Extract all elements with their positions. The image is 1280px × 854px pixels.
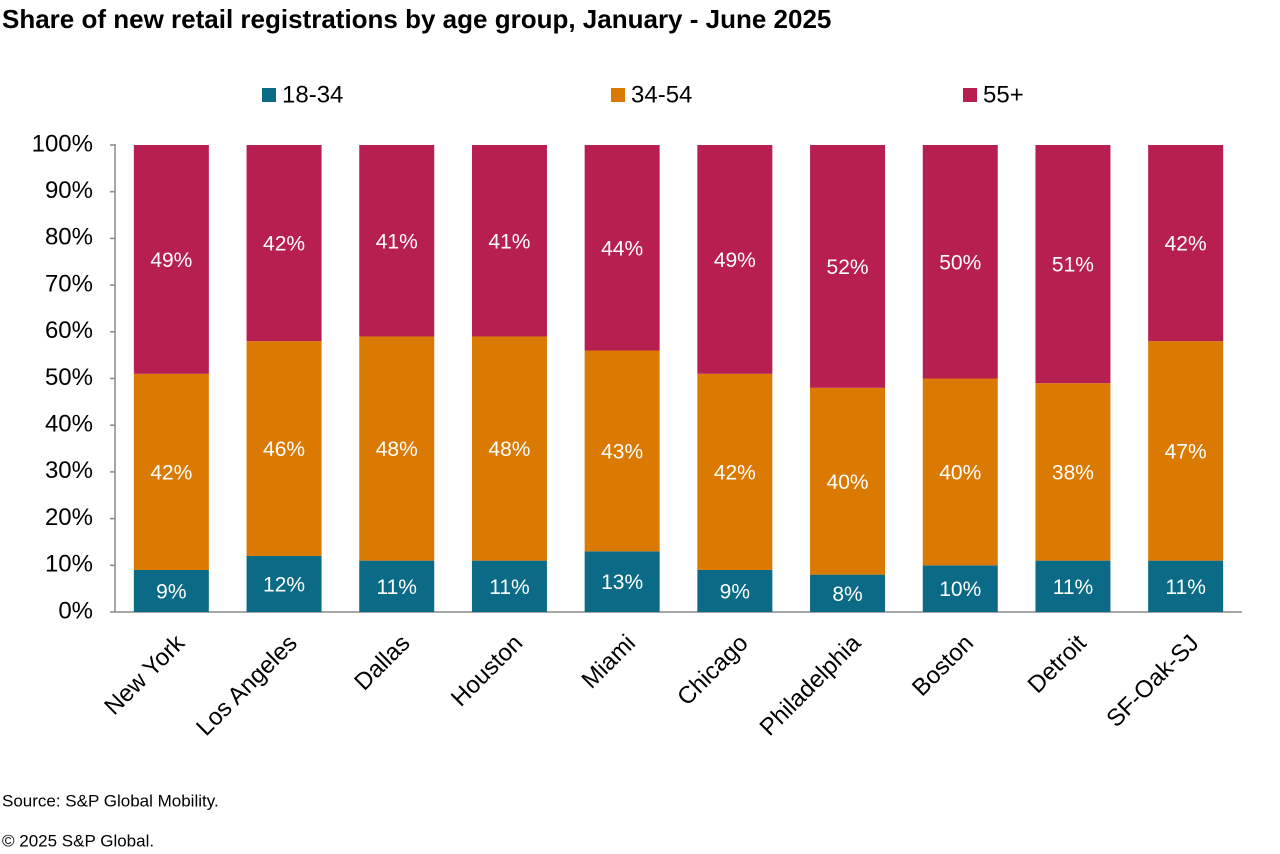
bar-segment — [584, 551, 660, 612]
legend-label: 34-54 — [631, 81, 692, 108]
data-label: 9% — [720, 581, 750, 604]
bar-segment — [246, 145, 322, 342]
y-tick-label: 0% — [58, 597, 93, 624]
data-label: 51% — [1052, 254, 1094, 277]
data-label: 11% — [377, 576, 417, 599]
y-tick-label: 20% — [45, 504, 93, 531]
data-label: 40% — [827, 471, 869, 494]
data-label: 8% — [832, 583, 862, 606]
x-tick-label: Detroit — [1023, 629, 1092, 698]
bar-segment — [1148, 341, 1224, 561]
data-label: 40% — [939, 461, 981, 484]
x-tick-label: Chicago — [672, 630, 753, 711]
data-label: 52% — [827, 256, 869, 279]
data-label: 49% — [150, 249, 192, 272]
bar-segment — [584, 145, 660, 351]
y-tick-label: 10% — [45, 551, 93, 578]
data-label: 41% — [488, 230, 530, 253]
data-label: 48% — [488, 438, 530, 461]
data-label: 11% — [489, 576, 529, 599]
y-tick-label: 60% — [45, 317, 93, 344]
data-label: 49% — [714, 249, 756, 272]
chart-title: Share of new retail registrations by age… — [2, 4, 831, 34]
bar-segment — [810, 145, 886, 388]
data-label: 42% — [1165, 233, 1207, 256]
y-tick-label: 40% — [45, 411, 93, 438]
bar-segment — [810, 387, 886, 575]
bar-segment — [1035, 145, 1111, 384]
x-tick-label: Dallas — [349, 630, 415, 696]
bar-segment — [697, 569, 773, 612]
copyright-note: © 2025 S&P Global. — [2, 831, 154, 850]
bar-segment — [922, 565, 998, 612]
bar-segment — [133, 373, 209, 570]
data-label: 38% — [1052, 461, 1094, 484]
bar-segment — [922, 378, 998, 566]
y-tick-label: 30% — [45, 457, 93, 484]
bar-segment — [1035, 383, 1111, 561]
bar-segment — [922, 145, 998, 379]
data-label: 13% — [601, 571, 643, 594]
y-tick-label: 90% — [45, 177, 93, 204]
bar-segment — [584, 350, 660, 552]
data-label: 42% — [714, 461, 756, 484]
y-tick-label: 80% — [45, 224, 93, 251]
data-label: 10% — [939, 578, 981, 601]
data-label: 44% — [601, 237, 643, 260]
bar-segment — [133, 145, 209, 374]
x-tick-label: Los Angeles — [191, 630, 303, 742]
bar-segment — [246, 341, 322, 556]
data-label: 46% — [263, 438, 305, 461]
y-tick-label: 50% — [45, 364, 93, 391]
bar-segment — [471, 560, 547, 612]
data-label: 12% — [263, 574, 305, 597]
data-label: 11% — [1165, 576, 1205, 599]
bar-segment — [697, 145, 773, 374]
data-label: 41% — [376, 230, 418, 253]
x-tick-label: New York — [99, 629, 190, 720]
data-label: 43% — [601, 440, 643, 463]
x-tick-label: SF-Oak-SJ — [1101, 630, 1204, 733]
x-tick-label: Houston — [446, 630, 528, 712]
bar-segment — [1148, 560, 1224, 612]
data-label: 11% — [1053, 576, 1093, 599]
legend-swatch — [963, 88, 977, 102]
bar-segment — [1148, 145, 1224, 342]
legend-swatch — [262, 88, 276, 102]
bar-segment — [133, 569, 209, 612]
data-label: 50% — [939, 251, 981, 274]
bar-segment — [471, 145, 547, 337]
bar-segment — [359, 145, 435, 337]
bar-segment — [697, 373, 773, 570]
x-tick-label: Boston — [907, 630, 979, 702]
x-tick-label: Philadelphia — [755, 629, 867, 741]
data-label: 42% — [150, 461, 192, 484]
bar-segment — [359, 560, 435, 612]
x-tick-label: Miami — [577, 630, 641, 694]
data-label: 9% — [156, 581, 186, 604]
data-label: 42% — [263, 233, 305, 256]
bar-segment — [359, 336, 435, 561]
legend-swatch — [611, 88, 625, 102]
bar-segment — [810, 574, 886, 612]
y-tick-label: 70% — [45, 270, 93, 297]
bar-segment — [1035, 560, 1111, 612]
legend-label: 55+ — [983, 81, 1024, 108]
data-label: 48% — [376, 438, 418, 461]
data-label: 47% — [1165, 440, 1207, 463]
source-note: Source: S&P Global Mobility. — [2, 791, 219, 810]
bar-segment — [246, 555, 322, 612]
bar-segment — [471, 336, 547, 561]
y-tick-label: 100% — [32, 130, 93, 157]
legend-label: 18-34 — [282, 81, 343, 108]
